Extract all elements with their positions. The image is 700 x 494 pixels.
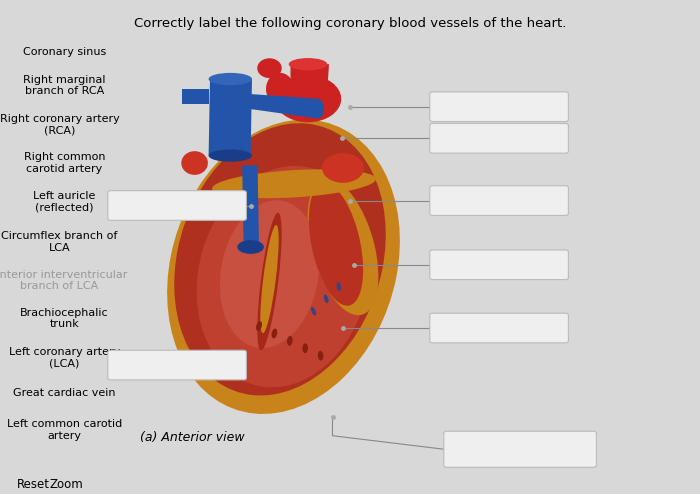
- Polygon shape: [242, 165, 259, 247]
- Text: Right marginal
branch of RCA: Right marginal branch of RCA: [23, 75, 106, 96]
- Ellipse shape: [288, 58, 328, 71]
- Ellipse shape: [174, 123, 386, 396]
- Ellipse shape: [310, 99, 324, 119]
- FancyBboxPatch shape: [108, 350, 246, 380]
- Polygon shape: [290, 64, 329, 119]
- Ellipse shape: [311, 307, 316, 316]
- Text: Brachiocephalic
trunk: Brachiocephalic trunk: [20, 308, 108, 329]
- Ellipse shape: [258, 213, 281, 350]
- Ellipse shape: [209, 149, 252, 162]
- FancyBboxPatch shape: [430, 313, 568, 343]
- Polygon shape: [209, 79, 252, 156]
- Polygon shape: [248, 94, 318, 119]
- Ellipse shape: [260, 225, 279, 333]
- Ellipse shape: [167, 120, 400, 414]
- Text: Great cardiac vein: Great cardiac vein: [13, 388, 116, 398]
- Text: Zoom: Zoom: [50, 478, 83, 491]
- Ellipse shape: [220, 200, 319, 348]
- Ellipse shape: [322, 153, 364, 183]
- Ellipse shape: [324, 294, 328, 303]
- Ellipse shape: [272, 329, 277, 338]
- Ellipse shape: [337, 282, 341, 291]
- Text: Right coronary artery
(RCA): Right coronary artery (RCA): [0, 114, 120, 135]
- Ellipse shape: [197, 166, 370, 387]
- Ellipse shape: [212, 169, 376, 198]
- Ellipse shape: [258, 58, 281, 78]
- FancyBboxPatch shape: [430, 124, 568, 153]
- FancyBboxPatch shape: [444, 431, 596, 467]
- Text: Left common carotid
artery: Left common carotid artery: [7, 419, 122, 441]
- Text: Reset: Reset: [17, 478, 50, 491]
- Text: Anterior interventricular
branch of LCA: Anterior interventricular branch of LCA: [456, 439, 584, 460]
- FancyBboxPatch shape: [430, 186, 568, 215]
- Ellipse shape: [266, 73, 294, 105]
- Ellipse shape: [287, 336, 293, 346]
- Text: Coronary sinus: Coronary sinus: [23, 47, 106, 57]
- Ellipse shape: [209, 73, 252, 85]
- Text: Correctly label the following coronary blood vessels of the heart.: Correctly label the following coronary b…: [134, 17, 566, 30]
- Ellipse shape: [318, 351, 323, 361]
- Ellipse shape: [302, 343, 308, 353]
- Ellipse shape: [256, 321, 262, 331]
- Text: Left coronary artery
(LCA): Left coronary artery (LCA): [9, 347, 120, 369]
- FancyBboxPatch shape: [430, 92, 568, 122]
- Ellipse shape: [309, 183, 363, 306]
- Ellipse shape: [237, 240, 264, 254]
- FancyBboxPatch shape: [430, 250, 568, 280]
- Ellipse shape: [181, 151, 208, 175]
- Text: (a) Anterior view: (a) Anterior view: [140, 431, 245, 444]
- Text: Circumflex branch of
LCA: Circumflex branch of LCA: [1, 231, 118, 253]
- Ellipse shape: [274, 75, 342, 123]
- Ellipse shape: [307, 179, 379, 315]
- FancyBboxPatch shape: [108, 191, 246, 220]
- Text: Right common
carotid artery: Right common carotid artery: [24, 152, 105, 174]
- Text: Anterior interventricular
branch of LCA: Anterior interventricular branch of LCA: [0, 270, 127, 291]
- Text: Left auricle
(reflected): Left auricle (reflected): [33, 191, 96, 212]
- Polygon shape: [182, 89, 209, 104]
